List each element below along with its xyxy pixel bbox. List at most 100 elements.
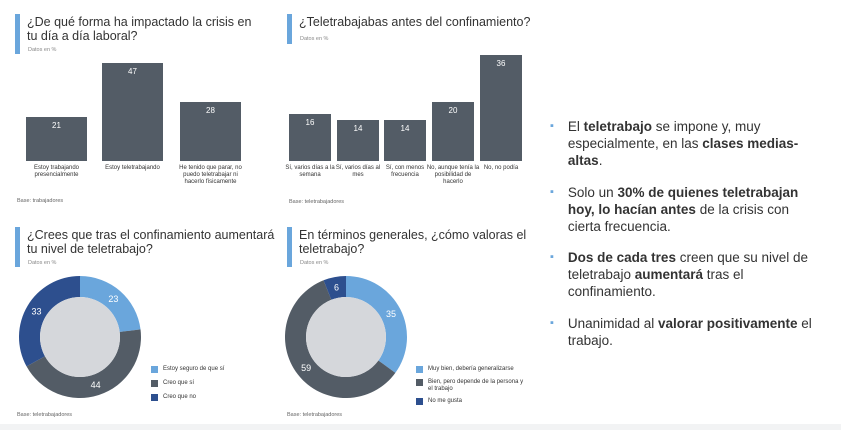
bar-category-label: No, aunque tenía la posibilidad de hacer…	[426, 165, 480, 185]
chart-title: ¿Crees que tras el confinamiento aumenta…	[27, 228, 275, 256]
title-accent-bar	[287, 14, 292, 44]
bar-category-label: Sí, con menos frecuencia	[385, 165, 425, 178]
bar	[337, 119, 379, 161]
slice-value-label: 59	[301, 363, 311, 373]
legend-item: Bien, pero depende de la persona y el tr…	[416, 379, 526, 392]
bar-value-label: 36	[496, 59, 506, 69]
bar	[26, 117, 87, 161]
legend-swatch	[416, 379, 423, 386]
bar	[480, 55, 522, 161]
text: .	[598, 153, 603, 168]
bar-category-label: He tenido que parar, no puedo teletrabaj…	[179, 165, 242, 185]
bullet-icon: ▪	[550, 186, 554, 198]
donut-center	[40, 297, 120, 377]
legend-label: Creo que no	[163, 394, 197, 400]
bar-category-label: Sí, varios días al mes	[335, 165, 381, 178]
bar	[180, 102, 241, 161]
bar-value-label: 16	[305, 117, 315, 127]
legend-label: No me gusta	[428, 398, 463, 404]
legend-label: Muy bien, debería generalizarse	[428, 366, 514, 372]
text: se impone y, muy especialmente, en las	[567, 119, 761, 151]
bar-value-label: 20	[448, 106, 458, 116]
text: tras el confinamiento.	[567, 267, 744, 299]
donut-slice	[26, 329, 142, 398]
text: Solo un	[567, 185, 618, 200]
bottom-divider	[0, 424, 841, 430]
bar-category-label: Estoy teletrabajando	[105, 165, 160, 171]
legend-item: Estoy seguro de que sí	[151, 366, 241, 373]
bar-value-label: 14	[400, 123, 410, 133]
bar	[289, 113, 331, 161]
donut-slice	[80, 276, 141, 332]
title-accent-bar	[287, 227, 292, 267]
bullet-icon: ▪	[550, 317, 554, 329]
bullet-point: ▪ Solo un 30% de quienes teletrabajan hoy…	[550, 184, 820, 235]
slice-value-label: 44	[91, 380, 101, 390]
bullet-text: Dos de cada tres creen que su nivel de t…	[568, 249, 820, 300]
chart-subtitle: Datos en %	[28, 47, 57, 53]
legend-label: Bien, pero depende de la persona y el tr…	[428, 379, 524, 392]
base-note: Base: teletrabajadores	[289, 199, 345, 205]
legend-item: Muy bien, debería generalizarse	[416, 366, 526, 373]
title-accent-bar	[15, 14, 20, 54]
chart-subtitle: Datos en %	[300, 36, 329, 42]
bar-value-label: 14	[353, 123, 363, 133]
legend-label: Estoy seguro de que sí	[163, 366, 225, 372]
donut-center	[306, 297, 386, 377]
donut-slice	[323, 276, 346, 300]
legend-item: Creo que no	[151, 394, 241, 401]
bar	[102, 62, 163, 161]
chart-subtitle: Datos en %	[28, 260, 57, 266]
donut-chart: 23 44 33	[19, 276, 142, 398]
bar-category-label: Estoy trabajando presencialmente	[33, 165, 80, 178]
legend-swatch	[151, 366, 158, 373]
bullet-point: ▪ El teletrabajo se impone y, muy especia…	[550, 118, 820, 169]
bullet-icon: ▪	[550, 251, 554, 263]
bar-category-label: No, no podía	[483, 165, 519, 171]
chart-title: En términos generales, ¿cómo valoras el …	[299, 228, 527, 256]
legend-item: No me gusta	[416, 398, 526, 405]
slice-value-label: 35	[386, 309, 396, 319]
donut-slice	[284, 280, 396, 398]
bullet-icon: ▪	[550, 120, 554, 132]
text: el trabajo.	[567, 316, 812, 348]
bullet-text: Unanimidad al valorar positivamente el t…	[568, 315, 820, 349]
chart-subtitle: Datos en %	[300, 260, 329, 266]
bar-value-label: 28	[206, 106, 215, 116]
bold-text: 30% de quienes teletrabajan hoy, lo hací…	[567, 185, 799, 217]
legend-item: Creo que sí	[151, 380, 241, 387]
slice-value-label: 33	[32, 306, 42, 316]
base-note: Base: trabajadores	[17, 198, 64, 204]
legend-swatch	[151, 394, 158, 401]
slice-value-label: 23	[108, 294, 118, 304]
legend-swatch	[151, 380, 158, 387]
base-note: Base: teletrabajadores	[287, 412, 343, 418]
bullet-text: El teletrabajo se impone y, muy especial…	[568, 118, 820, 169]
bold-text: clases medias-altas	[567, 136, 799, 168]
donut-slice	[19, 276, 81, 367]
text: creen que su nivel de teletrabajo	[567, 250, 809, 282]
bar-value-label: 47	[128, 66, 137, 76]
bullet-point: ▪ Unanimidad al valorar positivamente el …	[550, 315, 820, 349]
slice-value-label: 6	[334, 282, 339, 292]
text: de la crisis con cierta frecuencia.	[567, 202, 789, 234]
bold-text: valorar positivamente	[657, 316, 798, 331]
bar	[432, 102, 474, 161]
chart-title: ¿De qué forma ha impactado la crisis en …	[27, 15, 252, 43]
title-accent-bar	[15, 227, 20, 267]
text: El	[567, 119, 584, 134]
bar	[384, 119, 426, 161]
chart-title: ¿Teletrabajabas antes del confinamiento?	[299, 15, 531, 29]
bold-text: aumentará	[634, 267, 703, 282]
bar-value-label: 21	[52, 121, 61, 131]
legend-label: Creo que sí	[163, 380, 195, 386]
text: Unanimidad al	[567, 316, 658, 331]
donut-slice	[346, 276, 407, 373]
bold-text: teletrabajo	[583, 119, 652, 134]
donut-chart: 35 59 6	[284, 276, 407, 398]
bullet-point: ▪ Dos de cada tres creen que su nivel de …	[550, 249, 820, 300]
bold-text: Dos de cada tres	[567, 250, 676, 265]
legend-swatch	[416, 366, 423, 373]
bar-category-label: Sí, varios días a la semana	[285, 165, 335, 178]
legend-swatch	[416, 398, 423, 405]
